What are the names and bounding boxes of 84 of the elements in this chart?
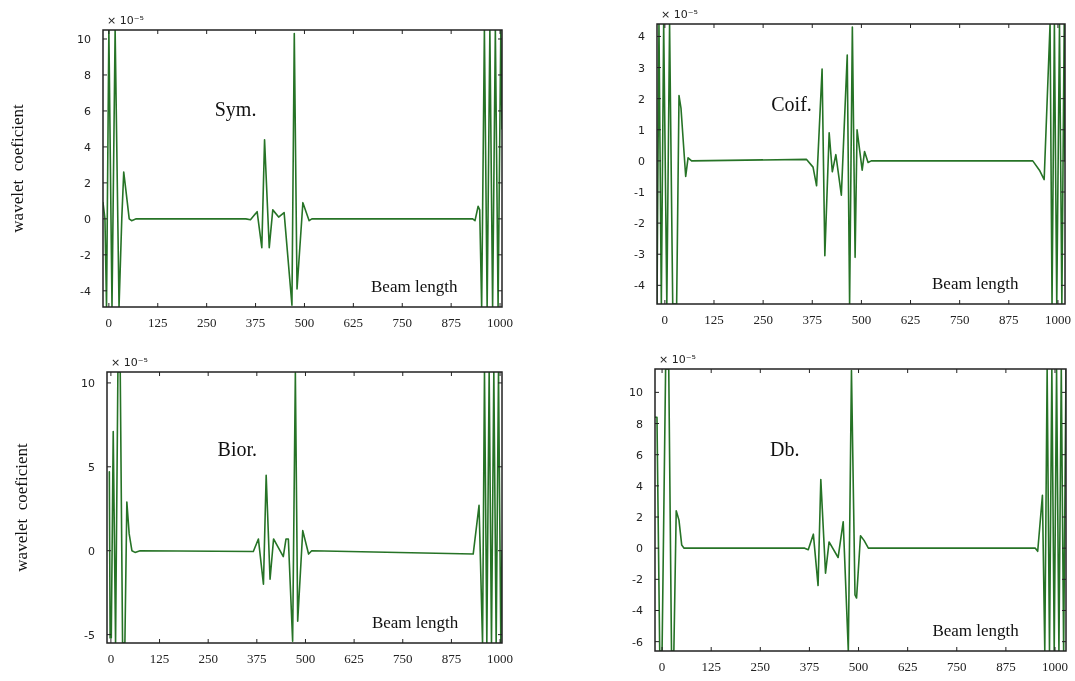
- y-tick-label: 10: [81, 376, 95, 390]
- x-tick-label: 375: [802, 312, 823, 327]
- y-tick-label: 2: [638, 92, 645, 106]
- y-axis-title: wavelet coeficient: [8, 104, 27, 233]
- x-tick-label: 125: [148, 315, 168, 330]
- x-tick-label: 625: [897, 659, 918, 674]
- y-tick-label: 10: [629, 386, 643, 400]
- x-tick-label: 1000: [1044, 312, 1071, 327]
- y-tick-label: -2: [632, 573, 643, 587]
- y-tick-label: -4: [632, 604, 643, 618]
- x-tick-label: 1000: [487, 315, 514, 330]
- x-tick-label: 750: [947, 659, 967, 674]
- x-tick-label: 875: [441, 651, 462, 666]
- y-tick-label: 3: [638, 61, 645, 75]
- y-tick-label: 4: [636, 479, 643, 493]
- y-tick-label: 5: [88, 460, 95, 474]
- y-tick-label: 2: [84, 176, 91, 190]
- x-tick-label: 0: [661, 312, 669, 327]
- x-tick-label: 750: [949, 312, 970, 327]
- x-tick-label: 625: [900, 312, 921, 327]
- y-tick-label: 6: [636, 448, 643, 462]
- line-series: [657, 24, 1065, 304]
- x-tick-label: 500: [295, 651, 316, 666]
- x-tick-label: 1000: [1042, 659, 1068, 674]
- y-tick-label: 10: [77, 32, 91, 46]
- y-tick-label: 2: [636, 511, 643, 525]
- y-tick-label: 8: [84, 68, 91, 82]
- line-series: [103, 30, 502, 307]
- x-tick-label: 250: [198, 651, 218, 666]
- y-tick-label: 0: [88, 544, 95, 558]
- x-tick-label: 375: [247, 651, 267, 666]
- x-tick-label: 125: [701, 659, 721, 674]
- y-tick-label: 4: [638, 30, 645, 44]
- line-series: [655, 369, 1066, 651]
- text: Bior.: [217, 438, 258, 461]
- x-tick-label: 0: [107, 651, 115, 666]
- x-tick-label: 875: [441, 315, 461, 330]
- y-tick-label: 4: [84, 140, 91, 154]
- y-tick-label: 0: [84, 212, 91, 226]
- line-series: [108, 372, 502, 643]
- x-tick-label: 875: [999, 312, 1019, 327]
- x-tick-label: 375: [245, 315, 266, 330]
- x-tick-label: 500: [294, 315, 315, 330]
- text: × 10⁻⁵: [111, 356, 148, 369]
- x-tick-label: 250: [753, 312, 773, 327]
- x-tick-label: 875: [996, 659, 1016, 674]
- x-tick-label: 625: [344, 651, 364, 666]
- x-tick-label: 750: [392, 315, 412, 330]
- y-tick-label: -2: [80, 248, 91, 262]
- x-tick-label: 0: [658, 659, 666, 674]
- x-tick-label: 125: [704, 312, 724, 327]
- y-tick-label: -4: [80, 284, 91, 298]
- y-tick-label: -1: [634, 186, 645, 199]
- y-tick-label: 0: [638, 154, 645, 168]
- x-axis-title: Beam length: [932, 621, 1020, 640]
- x-tick-label: 500: [848, 659, 869, 674]
- y-tick-label: -4: [634, 279, 645, 293]
- y-tick-label: 1: [638, 123, 645, 137]
- text: × 10⁻⁵: [107, 14, 144, 27]
- y-tick-label: -3: [634, 248, 645, 262]
- y-tick-label: 0: [636, 542, 643, 556]
- text: Coif.: [771, 92, 812, 115]
- x-tick-label: 1000: [487, 651, 514, 666]
- text: Sym.: [214, 97, 257, 121]
- y-tick-label: -5: [84, 628, 95, 642]
- text: × 10⁻⁵: [659, 353, 696, 366]
- text: × 10⁻⁵: [661, 8, 698, 21]
- y-tick-label: 8: [636, 417, 643, 431]
- x-axis-title: Beam length: [371, 277, 458, 296]
- x-axis-title: Beam length: [932, 274, 1019, 293]
- x-tick-label: 375: [799, 659, 820, 674]
- text: Db.: [770, 438, 800, 461]
- x-tick-label: 250: [750, 659, 771, 674]
- y-tick-label: -6: [632, 635, 643, 649]
- x-tick-label: 250: [196, 315, 217, 330]
- x-tick-label: 125: [149, 651, 170, 666]
- y-tick-label: 6: [84, 104, 91, 118]
- x-tick-label: 750: [393, 651, 413, 666]
- x-tick-label: 0: [105, 315, 113, 330]
- y-tick-label: -2: [634, 217, 645, 231]
- x-tick-label: 500: [851, 312, 872, 327]
- x-tick-label: 625: [343, 315, 364, 330]
- x-axis-title: Beam length: [371, 613, 459, 632]
- y-axis-title: wavelet coeficient: [12, 443, 31, 572]
